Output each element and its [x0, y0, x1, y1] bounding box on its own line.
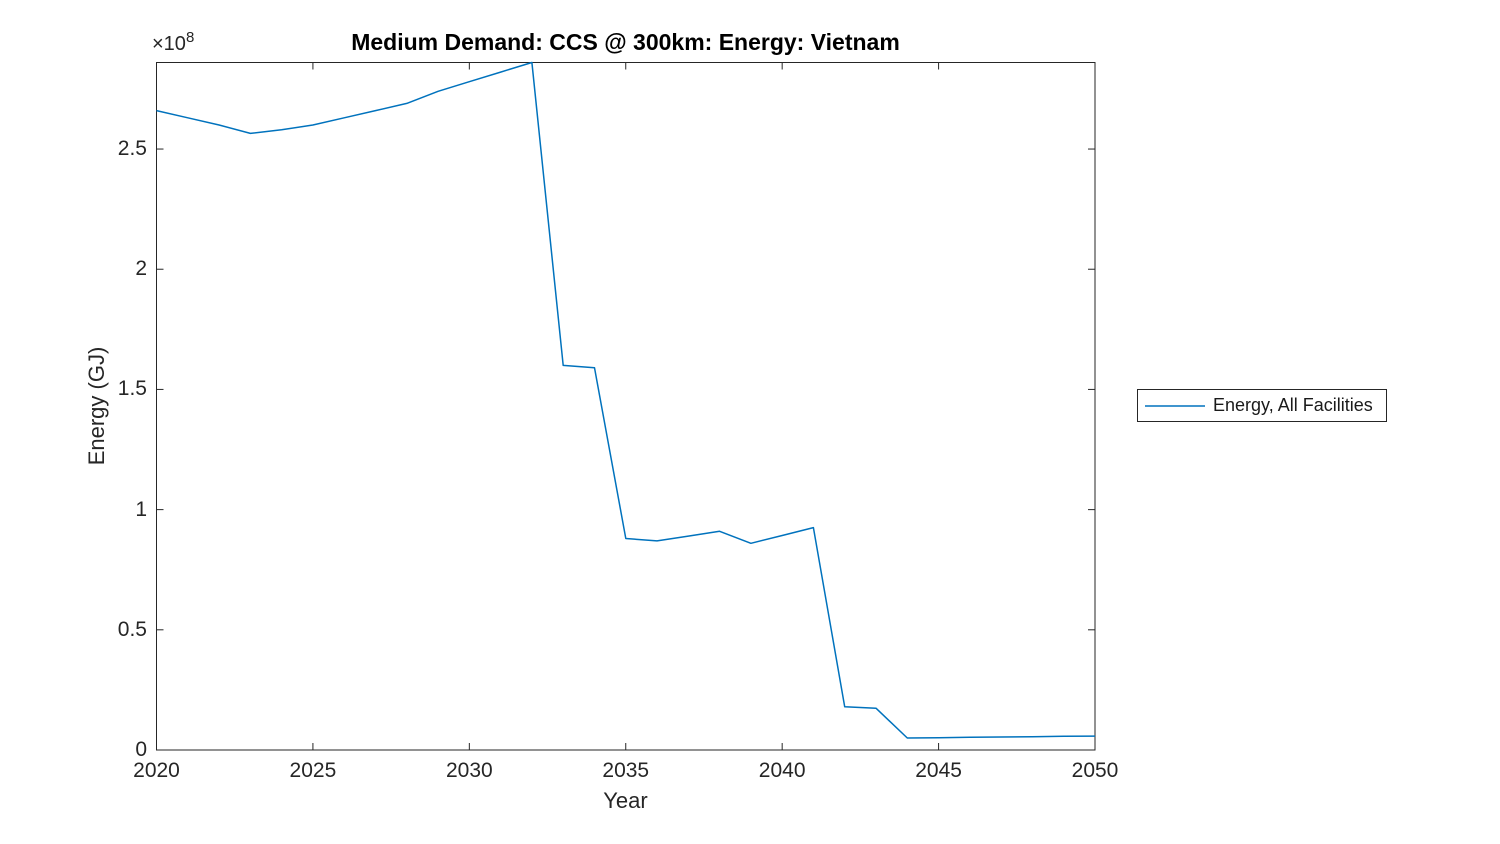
y-tick-label: 0.5: [117, 617, 147, 641]
x-tick-label: 2040: [758, 759, 806, 782]
legend: Energy, All Facilities: [1137, 389, 1387, 422]
axes-box: [156, 62, 1096, 751]
y-tick-label: 2.5: [117, 137, 147, 161]
y-tick-label: 0: [135, 738, 147, 761]
x-tick-label: 2050: [1071, 759, 1119, 782]
x-axis-label: Year: [603, 788, 648, 813]
x-tick-label: 2025: [289, 759, 337, 782]
y-axis-exponent-power: 8: [185, 29, 195, 46]
x-tick-label: 2045: [915, 759, 962, 782]
y-axis-label: Energy (GJ): [84, 346, 109, 466]
x-tick-label: 2020: [133, 759, 180, 782]
y-tick-label: 1.5: [117, 377, 147, 401]
x-tick-label: 2030: [445, 759, 493, 782]
x-tick-label: 2035: [602, 759, 650, 782]
legend-label: Energy, All Facilities: [1213, 395, 1373, 415]
legend-line-sample: [1145, 404, 1205, 407]
y-axis-exponent: ×108: [152, 29, 194, 56]
chart-title: Medium Demand: CCS @ 300km: Energy: Viet…: [351, 29, 900, 55]
y-tick-label: 2: [135, 257, 147, 281]
y-axis-exponent-base: ×10: [152, 33, 186, 55]
data-line-energy-all-facilities: [156, 61, 1096, 739]
y-tick-label: 1: [135, 497, 147, 521]
